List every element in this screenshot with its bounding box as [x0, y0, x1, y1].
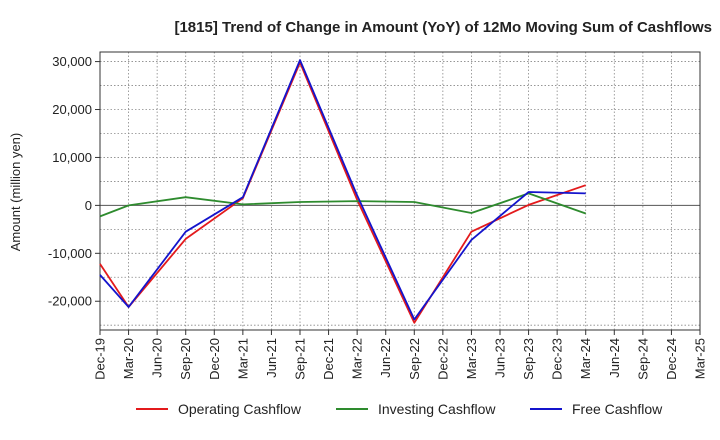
- x-tick-label: Jun-24: [607, 338, 622, 378]
- y-tick-label: -10,000: [48, 246, 92, 261]
- free-cashflow-legend-label: Free Cashflow: [572, 401, 663, 417]
- x-tick-label: Jun-23: [493, 338, 508, 378]
- x-tick-label: Mar-22: [350, 338, 365, 379]
- plot-frame: [99, 51, 701, 331]
- y-tick-label: 20,000: [52, 102, 92, 117]
- x-tick-label: Jun-21: [264, 338, 279, 378]
- x-tick-label: Sep-24: [635, 338, 650, 380]
- x-tick-label: Mar-24: [578, 338, 593, 379]
- x-tick-label: Dec-19: [93, 338, 108, 380]
- chart-title: [1815] Trend of Change in Amount (YoY) o…: [174, 19, 712, 36]
- x-tick-label: Dec-21: [321, 338, 336, 380]
- x-tick-label: Sep-21: [293, 338, 308, 380]
- x-tick-label: Mar-23: [464, 338, 479, 379]
- x-tick-label: Sep-23: [521, 338, 536, 380]
- y-tick-label: 10,000: [52, 150, 92, 165]
- operating-cashflow-line: [99, 61, 586, 324]
- operating-cashflow-legend-label: Operating Cashflow: [178, 401, 302, 417]
- y-tick-label: -20,000: [48, 294, 92, 309]
- y-axis-label: Amount (million yen): [8, 133, 23, 252]
- x-tick-label: Dec-22: [435, 338, 450, 380]
- legend: Operating Cashflow Investing Cashflow Free…: [136, 401, 663, 417]
- x-tick-label: Jun-20: [150, 338, 165, 378]
- x-tick-label: Jun-22: [378, 338, 393, 378]
- y-tick-label: 0: [85, 198, 92, 213]
- x-tick-label: Dec-24: [664, 338, 679, 380]
- investing-cashflow-legend-label: Investing Cashflow: [378, 401, 496, 417]
- axes: -20,000 -10,000 0 10,000 20,000 30,000 Dec-19 M…: [48, 51, 708, 380]
- series-lines: [99, 59, 586, 324]
- x-tick-label: Dec-23: [550, 338, 565, 380]
- x-tick-label: Mar-21: [235, 338, 250, 379]
- y-tick-label: 30,000: [52, 54, 92, 69]
- free-cashflow-line: [99, 59, 586, 321]
- investing-cashflow-line: [99, 192, 586, 218]
- x-tick-label: Dec-20: [207, 338, 222, 380]
- x-tick-label: Sep-22: [407, 338, 422, 380]
- x-tick-label: Mar-20: [121, 338, 136, 379]
- x-tick-label: Mar-25: [693, 338, 708, 379]
- x-tick-label: Sep-20: [178, 338, 193, 380]
- gridlines: [99, 52, 701, 330]
